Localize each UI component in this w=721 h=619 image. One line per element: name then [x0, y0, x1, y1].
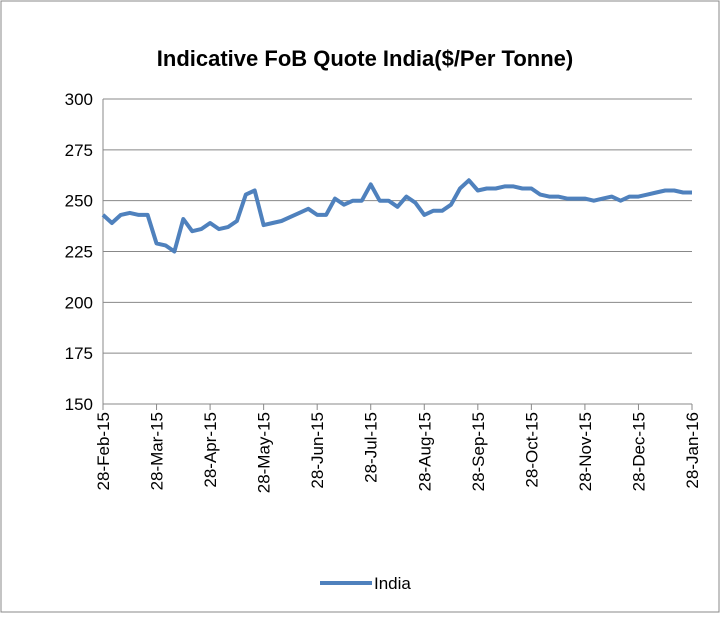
y-tick-label: 225 [65, 243, 93, 262]
y-tick-label: 250 [65, 192, 93, 211]
x-tick-label: 28-Aug-15 [415, 412, 434, 491]
x-tick-label: 28-Feb-15 [94, 412, 113, 490]
x-tick-label: 28-Mar-15 [148, 412, 167, 490]
y-tick-label: 275 [65, 141, 93, 160]
x-tick-label: 28-Jan-16 [683, 412, 702, 489]
x-tick-label: 28-Apr-15 [201, 412, 220, 488]
y-tick-label: 200 [65, 293, 93, 312]
chart-title: Indicative FoB Quote India($/Per Tonne) [157, 46, 573, 71]
x-tick-label: 28-Dec-15 [629, 412, 648, 491]
y-tick-label: 175 [65, 344, 93, 363]
legend-label: India [374, 574, 411, 593]
x-tick-label: 28-Sep-15 [469, 412, 488, 491]
x-tick-label: 28-Nov-15 [576, 412, 595, 491]
y-tick-label: 300 [65, 90, 93, 109]
x-tick-label: 28-Jun-15 [308, 412, 327, 489]
series-line [101, 178, 692, 254]
y-tick-label: 150 [65, 395, 93, 414]
x-tick-label: 28-Oct-15 [522, 412, 541, 488]
x-tick-label: 28-May-15 [255, 412, 274, 493]
x-tick-label: 28-Jul-15 [362, 412, 381, 483]
